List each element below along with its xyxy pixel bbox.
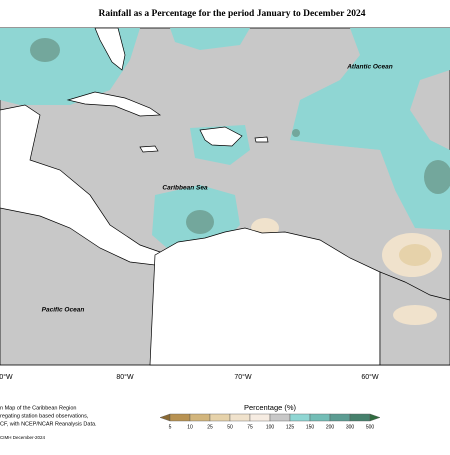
legend-swatch: [269, 413, 291, 422]
shade-dark: [292, 129, 300, 137]
longitude-label: 70°W: [234, 373, 252, 381]
legend-tick-label: 25: [207, 424, 213, 430]
legend-title: Percentage (%): [244, 403, 297, 412]
ocean-label: Pacific Ocean: [42, 307, 85, 314]
map: Atlantic Ocean Caribbean Sea Pacific Oce…: [0, 27, 450, 366]
legend-tick-label: 200: [326, 424, 335, 430]
shade-peach: [399, 244, 431, 266]
legend-tick-label: 300: [346, 424, 355, 430]
legend-swatch: [289, 413, 311, 422]
legend-swatch: [349, 413, 371, 422]
longitude-label: 0°W: [0, 373, 13, 381]
credit-line: regating station based observations,: [0, 413, 89, 419]
legend-swatch: [329, 413, 351, 422]
ocean-label: Atlantic Ocean: [346, 64, 393, 71]
shade-dark: [186, 210, 214, 234]
legend-tick-label: 150: [306, 424, 315, 430]
shade-dark: [424, 160, 450, 194]
longitude-labels: 0°W 80°W 70°W 60°W: [0, 373, 379, 381]
shade-grey: [330, 145, 395, 195]
shade-dark: [30, 38, 60, 62]
longitude-label: 60°W: [361, 373, 379, 381]
credits: n Map of the Caribbean Region regating st…: [0, 405, 97, 440]
puerto-rico: [254, 136, 269, 143]
legend-swatch: [159, 413, 171, 422]
legend-swatch: [249, 413, 271, 422]
legend-swatch: [209, 413, 231, 422]
legend-swatch: [169, 413, 191, 422]
ocean-label: Caribbean Sea: [162, 185, 208, 192]
cuba: [66, 91, 162, 117]
shade-teal: [290, 28, 450, 230]
shade-teal: [170, 28, 250, 50]
legend-tick-label: 5: [169, 424, 172, 430]
shade-peach: [393, 305, 437, 325]
legend-swatch: [369, 413, 381, 422]
credit-line: n Map of the Caribbean Region: [0, 405, 76, 411]
credit-line: CIMH December-2024: [0, 435, 46, 440]
legend-tick-label: 50: [227, 424, 233, 430]
legend-swatch: [189, 413, 211, 422]
legend-tick-label: 100: [266, 424, 275, 430]
map-title: Rainfall as a Percentage for the period …: [98, 9, 365, 19]
legend-swatch: [309, 413, 331, 422]
jamaica: [139, 145, 159, 153]
legend-swatch: [229, 413, 251, 422]
legend-tick-label: 500: [366, 424, 375, 430]
legend-tick-label: 10: [187, 424, 193, 430]
credit-line: CF, with NCEP/NCAR Reanalysis Data.: [0, 421, 97, 427]
hispaniola: [199, 126, 243, 147]
longitude-label: 80°W: [116, 373, 134, 381]
legend: 5 10 25 50 75 100 125 150 200 300 500: [159, 413, 381, 430]
florida: [94, 27, 126, 71]
land-central-america: [0, 104, 161, 266]
legend-tick-label: 75: [247, 424, 253, 430]
legend-tick-label: 125: [286, 424, 295, 430]
